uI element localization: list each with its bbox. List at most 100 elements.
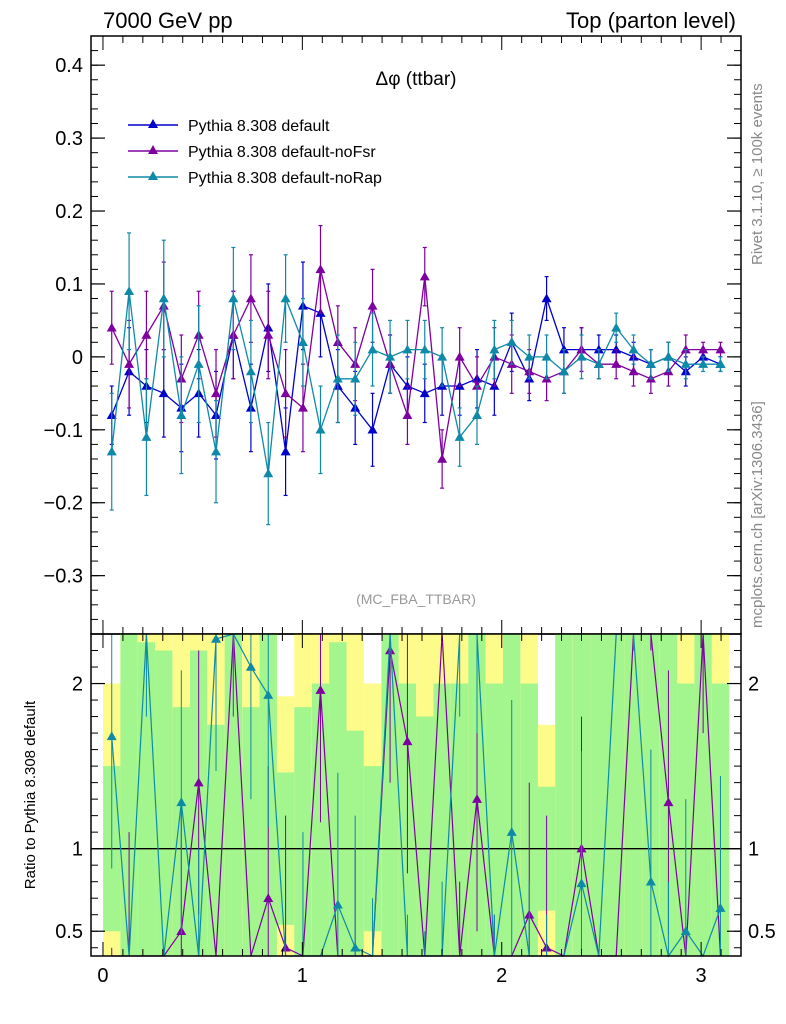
data-point [541, 351, 552, 361]
ratio-plot-area [91, 633, 741, 958]
data-point [245, 366, 256, 376]
legend-marker-default [148, 119, 158, 128]
data-point [176, 410, 187, 419]
data-point [698, 359, 709, 368]
data-point [419, 344, 430, 354]
data-point [263, 330, 274, 339]
data-point [611, 359, 622, 368]
data-point [367, 300, 378, 310]
data-point [698, 344, 709, 354]
data-point [141, 330, 152, 339]
y-tick-label: 0.1 [55, 274, 83, 296]
data-point [297, 337, 308, 347]
data-point [367, 424, 378, 434]
ratio-point [263, 690, 274, 699]
ratio-point [245, 662, 256, 671]
data-point [593, 344, 604, 354]
data-point [280, 388, 291, 398]
legend-item-default: Pythia 8.308 default [128, 118, 330, 135]
data-point [402, 410, 413, 419]
data-point [350, 373, 361, 383]
band-inner [555, 634, 573, 956]
data-point [454, 351, 465, 361]
data-point [541, 293, 552, 303]
data-point [663, 351, 674, 361]
ratio-point [315, 685, 326, 694]
ratio-y-tick-label: 0.5 [55, 921, 83, 943]
data-point [680, 344, 691, 354]
plot-title: Δφ (ttbar) [376, 69, 457, 90]
ratio-point [576, 878, 587, 888]
ratio-point [645, 876, 656, 886]
legend-item-norap: Pythia 8.308 default-noRap [128, 170, 382, 187]
data-point [402, 381, 413, 390]
data-point [454, 432, 465, 441]
legend-label-norap: Pythia 8.308 default-noRap [188, 170, 382, 187]
data-point [280, 446, 291, 456]
mcplots-label: mcplots.cern.ch [arXiv:1306.3436] [749, 401, 766, 628]
header-right: Top (parton level) [566, 8, 736, 33]
ratio-point [176, 797, 187, 807]
data-point [628, 366, 639, 376]
data-point [611, 344, 622, 354]
series-line [111, 291, 721, 474]
data-point [124, 359, 135, 368]
data-point [367, 344, 378, 354]
ratio-point [680, 926, 691, 935]
data-point [315, 424, 326, 434]
data-point [419, 388, 430, 398]
data-point [158, 388, 169, 398]
data-point [193, 359, 204, 368]
data-point [332, 373, 343, 383]
data-point [297, 402, 308, 412]
ratio-axis-ticks: 2 2 1 1 0.5 0.5 0 1 2 3 [55, 634, 776, 987]
series-1 [106, 225, 726, 489]
data-point [141, 432, 152, 441]
y-tick-label: 0.3 [55, 128, 83, 150]
data-point [506, 337, 517, 347]
y-tick-label: 0.2 [55, 201, 83, 223]
data-point [402, 344, 413, 354]
data-point [558, 344, 569, 354]
band-inner [485, 683, 504, 956]
data-point [245, 293, 256, 303]
header-left: 7000 GeV pp [103, 8, 233, 33]
y-tick-label: −0.1 [44, 420, 83, 442]
ratio-y-tick-label-right: 0.5 [748, 921, 776, 943]
band-inner [207, 724, 225, 956]
legend: Pythia 8.308 default Pythia 8.308 defaul… [128, 118, 382, 187]
data-point [315, 264, 326, 274]
data-point [715, 344, 726, 354]
band-inner [155, 650, 173, 956]
ratio-point [350, 942, 361, 952]
data-point [628, 344, 639, 354]
ratio-point [332, 899, 343, 909]
data-point [419, 271, 430, 281]
data-point [715, 359, 726, 368]
data-point [124, 286, 135, 295]
y-tick-label: −0.2 [44, 493, 83, 515]
ratio-point [193, 777, 204, 787]
series-line [111, 269, 721, 460]
main-axis-ticks: 0.4 0.3 0.2 0.1 0 −0.1 −0.2 −0.3 [44, 36, 741, 634]
series-2 [106, 232, 726, 526]
data-point [524, 351, 535, 361]
data-point [576, 351, 587, 361]
main-panel: 0.4 0.3 0.2 0.1 0 −0.1 −0.2 −0.3 Δφ (ttbar) (MC… [44, 35, 742, 635]
data-point [106, 446, 117, 456]
ratio-ylabel: Ratio to Pythia 8.308 default [22, 700, 39, 889]
band-inner [607, 634, 625, 956]
data-point [280, 293, 291, 303]
ratio-line [111, 633, 722, 957]
data-point [489, 344, 500, 354]
ratio-y-tick-label-right: 2 [748, 674, 759, 696]
ratio-y-tick-label-right: 1 [748, 839, 759, 861]
ratio-y-tick-label: 1 [72, 839, 83, 861]
band-inner [433, 683, 451, 956]
data-point [558, 366, 569, 376]
x-tick-label: 1 [297, 965, 308, 987]
x-tick-label: 2 [496, 965, 507, 987]
data-point [593, 359, 604, 368]
x-tick-label: 3 [696, 965, 707, 987]
